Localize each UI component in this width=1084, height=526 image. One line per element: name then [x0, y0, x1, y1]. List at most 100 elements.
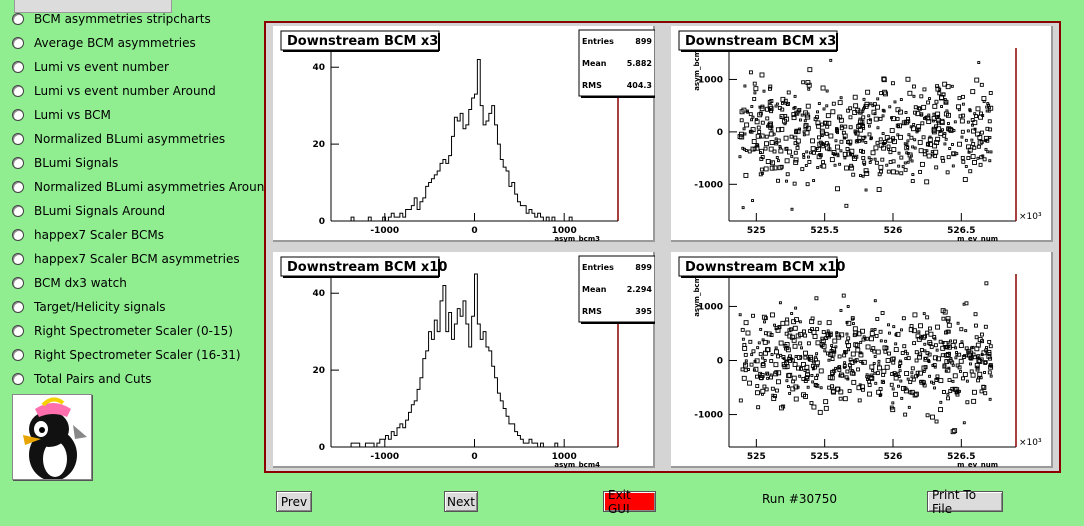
radio-button[interactable]	[12, 37, 24, 49]
scatter-point	[956, 104, 961, 110]
radio-button[interactable]	[12, 157, 24, 169]
scatter-point	[786, 90, 791, 95]
scatter-point	[794, 112, 798, 116]
scatter-point	[920, 121, 925, 126]
radio-button[interactable]	[12, 277, 24, 289]
radio-item[interactable]: Right Spectrometer Scaler (16-31)	[12, 346, 241, 364]
radio-item[interactable]: Lumi vs event number Around	[12, 82, 216, 100]
radio-item[interactable]: Target/Helicity signals	[12, 298, 166, 316]
radio-item[interactable]: Right Spectrometer Scaler (0-15)	[12, 322, 233, 340]
scatter-point	[961, 159, 966, 164]
scatter-point	[784, 364, 790, 370]
scatter-point	[946, 155, 951, 160]
radio-button[interactable]	[12, 181, 24, 193]
radio-button[interactable]	[12, 109, 24, 121]
radio-item[interactable]: BCM dx3 watch	[12, 274, 127, 292]
x-axis-label: asym_bcm4	[554, 461, 600, 468]
scatter-point	[952, 428, 958, 434]
radio-button[interactable]	[12, 229, 24, 241]
radio-button[interactable]	[12, 85, 24, 97]
scatter-point	[848, 106, 853, 111]
scatter-point	[870, 328, 874, 332]
scatter-point	[943, 111, 949, 117]
scatter-point	[780, 101, 784, 105]
pad-histogram-bcm4[interactable]: 0 20 40 -1000 0 1000 asym_bcm4 Entries 899 Mean 2.…	[273, 252, 655, 468]
radio-button[interactable]	[12, 373, 24, 385]
pad-scatter-bcm4[interactable]: -1000 0 1000 525 525.5 526 526.5 m_ev_num asym_b…	[671, 252, 1053, 468]
scatter-point	[970, 138, 974, 142]
scatter-point	[951, 379, 955, 383]
radio-item[interactable]: Total Pairs and Cuts	[12, 370, 152, 388]
radio-item[interactable]: Lumi vs BCM	[12, 106, 111, 124]
scatter-point	[903, 167, 908, 172]
scatter-point	[835, 186, 841, 192]
radio-button[interactable]	[12, 253, 24, 265]
radio-button[interactable]	[12, 301, 24, 313]
radio-item[interactable]: happex7 Scaler BCMs	[12, 226, 164, 244]
scatter-point	[874, 160, 879, 165]
radio-button[interactable]	[12, 349, 24, 361]
scatter-point	[966, 129, 970, 133]
scatter-point	[933, 343, 938, 348]
exit-gui-button[interactable]: Exit GUI	[603, 488, 656, 516]
scatter-point	[989, 364, 993, 368]
scatter-point	[926, 116, 931, 121]
x-tick-label: 525	[747, 452, 766, 462]
scatter-point	[760, 362, 766, 368]
next-button[interactable]: Next	[444, 491, 478, 512]
scatter-point	[890, 116, 896, 122]
scatter-point	[841, 293, 846, 298]
scatter-point	[791, 115, 797, 121]
radio-item[interactable]: BLumi Signals	[12, 154, 118, 172]
chart-svg: -1000 0 1000 525 525.5 526 526.5m_ev_num asym_b…	[678, 256, 1042, 468]
pad-histogram-bcm3[interactable]: 0 20 40 -1000 0 1000 asym_bcm3 Entries 899 Mean 5.…	[273, 26, 655, 242]
scatter-point	[981, 384, 986, 389]
print-to-file-button[interactable]: Print To File	[927, 488, 1003, 516]
radio-button[interactable]	[12, 61, 24, 73]
scatter-point	[760, 155, 765, 159]
scatter-point	[837, 354, 842, 359]
radio-item[interactable]: Average BCM asymmetries	[12, 34, 196, 52]
scatter-point	[908, 157, 912, 161]
radio-item[interactable]: Normalized BLumi asymmetries Around	[12, 178, 272, 196]
scatter-point	[798, 127, 802, 131]
scatter-point	[988, 344, 993, 349]
scatter-point	[928, 326, 932, 331]
scatter-point	[859, 360, 863, 363]
radio-item[interactable]: happex7 Scaler BCM asymmetries	[12, 250, 240, 268]
scatter-point	[923, 342, 927, 346]
radio-button[interactable]	[12, 13, 24, 25]
scatter-point	[851, 317, 854, 321]
scatter-point	[968, 356, 973, 360]
radio-button[interactable]	[12, 325, 24, 337]
radio-button[interactable]	[12, 133, 24, 145]
scatter-point	[886, 144, 891, 149]
scatter-point	[830, 109, 836, 115]
scatter-point	[746, 110, 750, 114]
scatter-point	[751, 115, 755, 119]
scatter-point	[838, 389, 844, 395]
radio-item-bcm-stripcharts[interactable]: BCM asymmetries stripcharts	[12, 10, 211, 28]
radio-item[interactable]: Normalized BLumi asymmetries	[12, 130, 225, 148]
scatter-point	[823, 399, 829, 405]
radio-item[interactable]: BLumi Signals Around	[12, 202, 165, 220]
scatter-point	[867, 114, 871, 118]
pad-scatter-bcm3[interactable]: -1000 0 1000 525 525.5 526 526.5 m_ev_num asym_b…	[671, 26, 1053, 242]
y-tick-label: 40	[312, 289, 325, 299]
scatter-point	[892, 325, 896, 329]
scatter-point	[911, 173, 915, 176]
scatter-point	[873, 299, 877, 303]
scatter-point	[756, 405, 761, 410]
scatter-point	[964, 329, 968, 333]
radio-button[interactable]	[12, 205, 24, 217]
scatter-point	[854, 358, 859, 363]
radio-item[interactable]: Lumi vs event number	[12, 58, 169, 76]
scatter-point	[800, 167, 805, 172]
scatter-point	[867, 391, 873, 397]
scatter-point	[795, 145, 800, 150]
scatter-point	[979, 389, 984, 394]
scatter-point	[984, 281, 989, 286]
scatter-point	[802, 329, 806, 334]
scatter-point	[804, 364, 810, 370]
prev-button[interactable]: Prev	[276, 491, 312, 512]
